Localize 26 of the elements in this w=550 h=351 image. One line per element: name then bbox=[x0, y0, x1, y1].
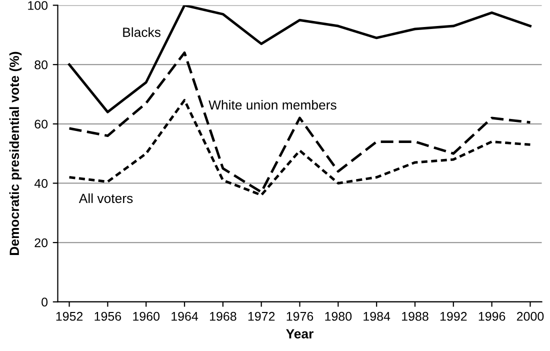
line-series bbox=[68, 51, 532, 194]
series-label: All voters bbox=[78, 193, 133, 204]
y-tick-label: 0 bbox=[42, 298, 48, 307]
x-tick-label: 2000 bbox=[516, 312, 544, 321]
x-tick-label: 1980 bbox=[325, 312, 352, 321]
x-tick-label: 1988 bbox=[402, 312, 428, 321]
x-tick-label: 1960 bbox=[133, 312, 160, 321]
y-tick-label: 20 bbox=[34, 238, 48, 248]
x-tick-label: 1964 bbox=[172, 312, 198, 321]
y-tick-label: 100 bbox=[28, 1, 48, 10]
y-axis-title: Democratic presidential vote (%) bbox=[9, 52, 22, 255]
x-tick-label: 1952 bbox=[56, 312, 83, 321]
y-tick-label: 60 bbox=[34, 120, 48, 129]
y-tick-label: 80 bbox=[34, 60, 48, 70]
line-series bbox=[68, 5, 532, 114]
x-tick-label: 1976 bbox=[286, 312, 314, 321]
y-tick-label: 40 bbox=[34, 179, 48, 188]
x-tick-label: 1972 bbox=[248, 312, 275, 321]
series-label: White union members bbox=[208, 100, 336, 110]
x-tick-label: 1968 bbox=[210, 312, 236, 321]
x-tick-label: 1992 bbox=[440, 312, 467, 321]
x-tick-label: 1956 bbox=[94, 312, 122, 321]
series-label: Blacks bbox=[123, 27, 160, 37]
x-axis-title: Year bbox=[286, 329, 314, 338]
x-tick-label: 1996 bbox=[478, 312, 506, 321]
x-tick-label: 1984 bbox=[364, 312, 390, 321]
